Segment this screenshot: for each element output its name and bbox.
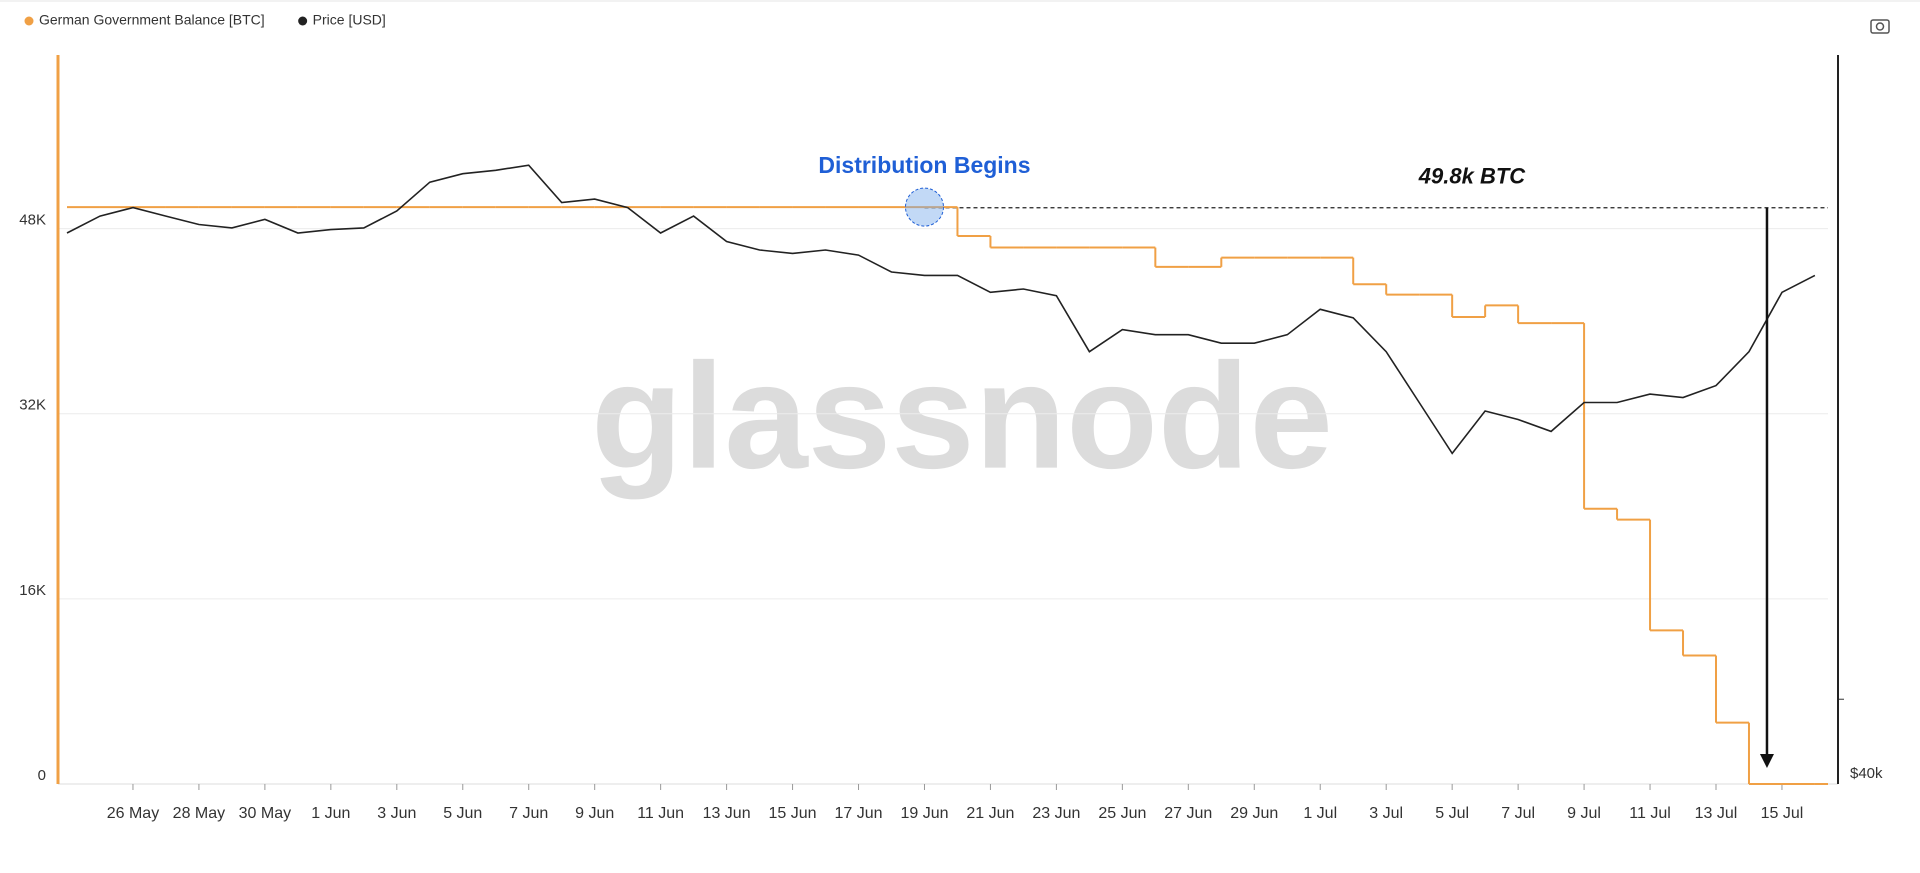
x-tick-label: 23 Jun [1032, 805, 1080, 822]
x-tick-label: 13 Jun [703, 805, 751, 822]
annotation-label: 49.8k BTC [1418, 164, 1526, 189]
x-tick-label: 5 Jul [1435, 805, 1469, 822]
watermark: glassnode [591, 332, 1333, 500]
x-tick-label: 3 Jun [377, 805, 416, 822]
x-tick-label: 13 Jul [1695, 805, 1738, 822]
x-tick-label: 30 May [239, 805, 291, 822]
x-tick-label: 29 Jun [1230, 805, 1278, 822]
legend-label: Price [USD] [313, 12, 386, 28]
x-tick-label: 1 Jul [1303, 805, 1337, 822]
price-line [66, 164, 1816, 455]
distribution-marker [904, 187, 944, 227]
camera-body [1870, 19, 1890, 34]
x-tick-label: 11 Jun [637, 805, 684, 822]
annotation-text: Distribution Begins [818, 152, 1030, 178]
x-tick-label: 21 Jun [966, 805, 1014, 822]
x-tick-label: 7 Jun [509, 805, 548, 822]
x-tick-label: 26 May [107, 805, 159, 822]
x-tick-label: 1 Jun [311, 805, 350, 822]
y-tick-label: 16K [19, 582, 46, 599]
x-tick-label: 9 Jul [1567, 805, 1601, 822]
x-tick-label: 25 Jun [1098, 805, 1146, 822]
legend-dot [24, 16, 34, 26]
x-tick-label: 5 Jun [443, 805, 482, 822]
x-tick-label: 9 Jun [575, 805, 614, 822]
arrow-head [1759, 754, 1774, 768]
y-tick-label: 48K [19, 212, 46, 229]
legend-dot [298, 16, 308, 26]
y2-tick-label: $40k [1850, 765, 1883, 782]
x-tick-label: 15 Jul [1761, 805, 1804, 822]
camera-lens [1875, 22, 1885, 31]
x-tick-label: 15 Jun [769, 805, 817, 822]
y-tick-label: 32K [19, 397, 46, 414]
x-tick-label: 27 Jun [1164, 805, 1212, 822]
x-tick-label: 11 Jul [1629, 805, 1671, 822]
camera-icon[interactable] [1870, 19, 1890, 34]
x-tick-label: 17 Jun [834, 805, 882, 822]
x-tick-label: 7 Jul [1501, 805, 1535, 822]
x-tick-label: 28 May [173, 805, 225, 822]
y-tick-label: 0 [38, 767, 46, 784]
legend-label: German Government Balance [BTC] [39, 12, 265, 28]
x-tick-label: 19 Jun [900, 805, 948, 822]
x-tick-label: 3 Jul [1369, 805, 1403, 822]
